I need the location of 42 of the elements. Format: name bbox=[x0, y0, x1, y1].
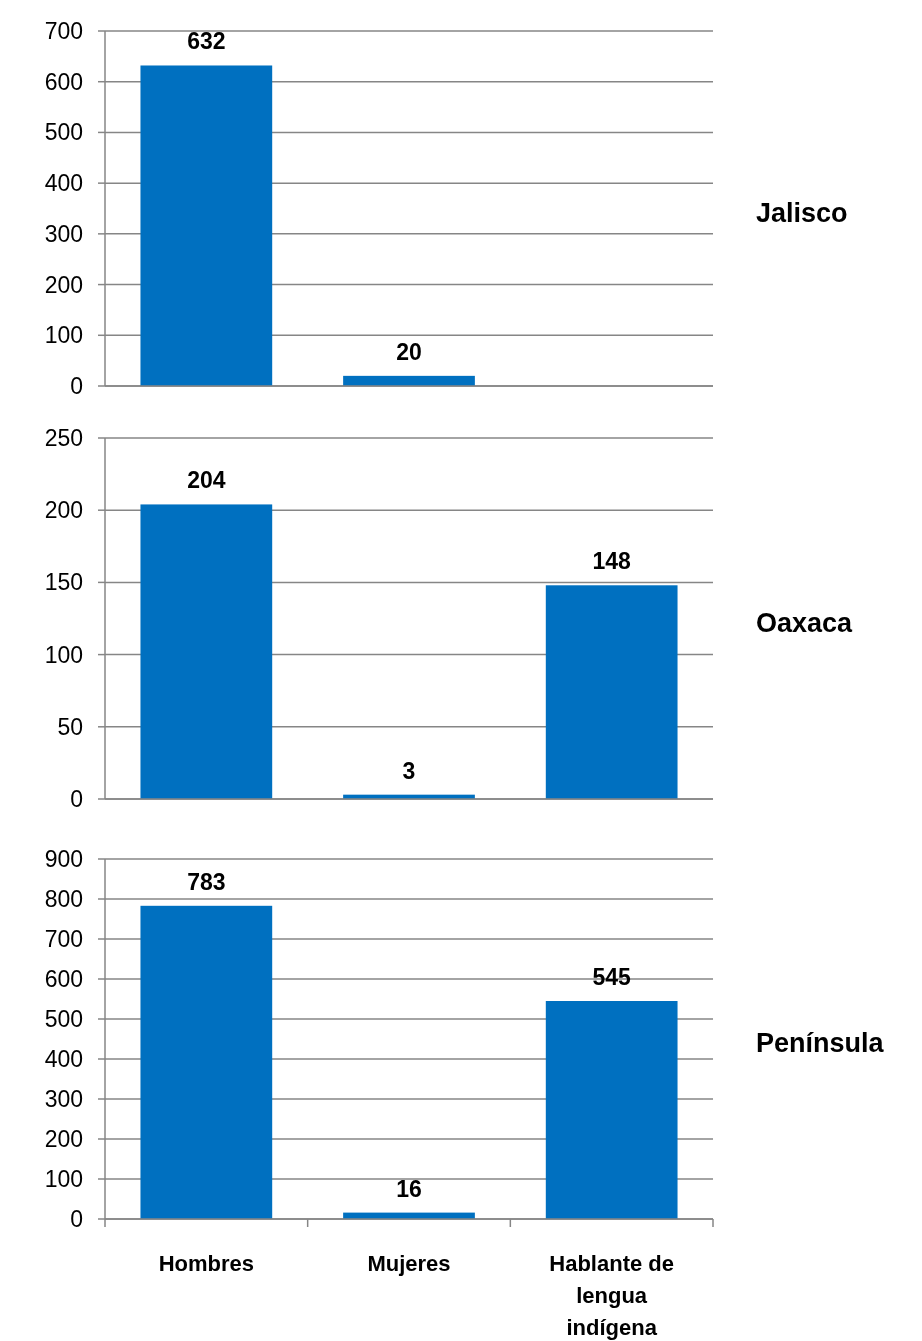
y-tick-label: 100 bbox=[44, 641, 83, 668]
y-tick-label: 150 bbox=[44, 569, 83, 596]
y-tick-label: 900 bbox=[44, 846, 83, 873]
data-label: 204 bbox=[187, 467, 226, 494]
data-label: 16 bbox=[396, 1175, 422, 1202]
y-tick-label: 50 bbox=[57, 713, 83, 740]
y-tick-label: 800 bbox=[44, 886, 83, 913]
y-tick-label: 0 bbox=[70, 786, 83, 813]
y-tick-label: 400 bbox=[44, 1046, 83, 1073]
y-tick-label: 0 bbox=[70, 373, 83, 400]
data-label: 783 bbox=[187, 868, 226, 895]
bar bbox=[545, 585, 678, 799]
data-label: 148 bbox=[592, 548, 632, 575]
bar bbox=[140, 905, 273, 1219]
text: Oaxaca bbox=[756, 607, 854, 638]
data-label: 632 bbox=[187, 28, 226, 55]
y-tick-label: 200 bbox=[44, 497, 83, 524]
bar bbox=[140, 504, 273, 799]
y-tick-label: 600 bbox=[44, 966, 83, 993]
x-tick-label: Mujeres bbox=[367, 1251, 451, 1276]
y-tick-label: 100 bbox=[44, 1166, 83, 1193]
bar bbox=[545, 1001, 678, 1219]
data-label: 545 bbox=[592, 964, 632, 990]
y-tick-label: 400 bbox=[44, 170, 83, 197]
text: Jalisco bbox=[756, 197, 848, 228]
y-tick-label: 0 bbox=[70, 1206, 83, 1233]
y-tick-label: 600 bbox=[44, 68, 83, 95]
y-tick-label: 500 bbox=[44, 119, 83, 146]
text: Península bbox=[756, 1028, 885, 1059]
y-tick-label: 300 bbox=[44, 1086, 83, 1113]
y-tick-label: 700 bbox=[44, 18, 83, 45]
y-tick-label: 300 bbox=[44, 220, 83, 247]
x-tick-label: Hombres bbox=[158, 1251, 255, 1276]
y-tick-label: 200 bbox=[44, 271, 83, 298]
x-tick-label: Hablante de lengua indígena bbox=[549, 1251, 675, 1340]
y-tick-label: 250 bbox=[44, 425, 83, 452]
data-label: 20 bbox=[396, 338, 422, 365]
y-tick-label: 200 bbox=[44, 1126, 83, 1153]
y-tick-label: 500 bbox=[44, 1006, 83, 1033]
y-tick-label: 100 bbox=[44, 322, 83, 349]
data-label: 3 bbox=[402, 757, 416, 784]
y-tick-label: 700 bbox=[44, 926, 83, 953]
